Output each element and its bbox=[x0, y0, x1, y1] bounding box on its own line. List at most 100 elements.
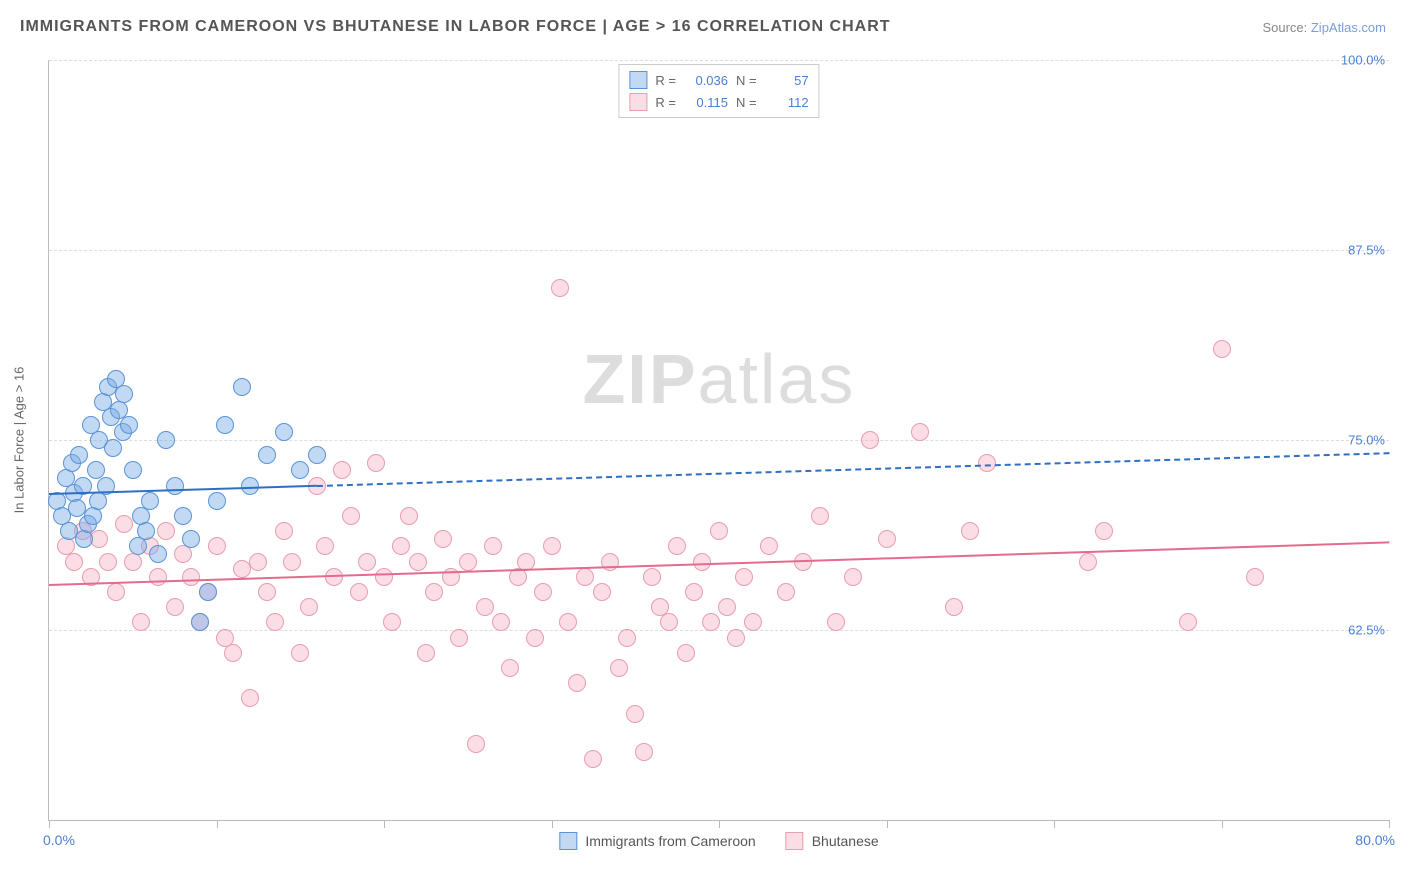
y-tick-label: 100.0% bbox=[1341, 53, 1385, 68]
x-tick bbox=[552, 820, 553, 828]
data-point-pink bbox=[149, 568, 167, 586]
x-tick bbox=[887, 820, 888, 828]
x-tick bbox=[1054, 820, 1055, 828]
swatch-pink bbox=[629, 93, 647, 111]
n-label: N = bbox=[736, 95, 757, 110]
data-point-pink bbox=[300, 598, 318, 616]
data-point-pink bbox=[392, 537, 410, 555]
data-point-pink bbox=[492, 613, 510, 631]
source-link[interactable]: ZipAtlas.com bbox=[1311, 20, 1386, 35]
data-point-pink bbox=[107, 583, 125, 601]
data-point-pink bbox=[99, 553, 117, 571]
data-point-pink bbox=[811, 507, 829, 525]
data-point-blue bbox=[208, 492, 226, 510]
data-point-pink bbox=[132, 613, 150, 631]
data-point-pink bbox=[400, 507, 418, 525]
r-value-pink: 0.115 bbox=[684, 95, 728, 110]
data-point-blue bbox=[216, 416, 234, 434]
data-point-pink bbox=[409, 553, 427, 571]
y-tick-label: 87.5% bbox=[1348, 243, 1385, 258]
data-point-pink bbox=[827, 613, 845, 631]
data-point-blue bbox=[258, 446, 276, 464]
data-point-pink bbox=[626, 705, 644, 723]
data-point-pink bbox=[911, 423, 929, 441]
gridline bbox=[49, 250, 1389, 251]
data-point-pink bbox=[727, 629, 745, 647]
trendline-blue-dashed bbox=[317, 452, 1389, 487]
data-point-pink bbox=[417, 644, 435, 662]
data-point-pink bbox=[115, 515, 133, 533]
data-point-blue bbox=[104, 439, 122, 457]
data-point-pink bbox=[434, 530, 452, 548]
data-point-pink bbox=[1179, 613, 1197, 631]
x-tick bbox=[719, 820, 720, 828]
data-point-pink bbox=[333, 461, 351, 479]
data-point-blue bbox=[115, 385, 133, 403]
data-point-pink bbox=[291, 644, 309, 662]
data-point-pink bbox=[425, 583, 443, 601]
y-tick-label: 62.5% bbox=[1348, 623, 1385, 638]
data-point-pink bbox=[501, 659, 519, 677]
data-point-pink bbox=[551, 279, 569, 297]
bottom-legend: Immigrants from Cameroon Bhutanese bbox=[559, 832, 878, 850]
data-point-pink bbox=[316, 537, 334, 555]
data-point-pink bbox=[1079, 553, 1097, 571]
swatch-pink bbox=[786, 832, 804, 850]
legend-item-pink: Bhutanese bbox=[786, 832, 879, 850]
data-point-blue bbox=[70, 446, 88, 464]
data-point-pink bbox=[224, 644, 242, 662]
data-point-pink bbox=[978, 454, 996, 472]
data-point-pink bbox=[760, 537, 778, 555]
data-point-blue bbox=[124, 461, 142, 479]
data-point-pink bbox=[702, 613, 720, 631]
data-point-pink bbox=[65, 553, 83, 571]
data-point-pink bbox=[685, 583, 703, 601]
stats-row-blue: R = 0.036 N = 57 bbox=[629, 69, 808, 91]
data-point-pink bbox=[157, 522, 175, 540]
data-point-pink bbox=[677, 644, 695, 662]
data-point-blue bbox=[75, 530, 93, 548]
data-point-pink bbox=[275, 522, 293, 540]
data-point-pink bbox=[610, 659, 628, 677]
data-point-pink bbox=[266, 613, 284, 631]
data-point-pink bbox=[559, 613, 577, 631]
data-point-pink bbox=[543, 537, 561, 555]
data-point-pink bbox=[693, 553, 711, 571]
data-point-blue bbox=[141, 492, 159, 510]
data-point-blue bbox=[182, 530, 200, 548]
n-label: N = bbox=[736, 73, 757, 88]
data-point-pink bbox=[635, 743, 653, 761]
data-point-blue bbox=[120, 416, 138, 434]
legend-label-pink: Bhutanese bbox=[812, 833, 879, 849]
data-point-pink bbox=[350, 583, 368, 601]
data-point-pink bbox=[233, 560, 251, 578]
gridline bbox=[49, 60, 1389, 61]
data-point-blue bbox=[137, 522, 155, 540]
data-point-blue bbox=[233, 378, 251, 396]
data-point-blue bbox=[174, 507, 192, 525]
x-tick bbox=[217, 820, 218, 828]
data-point-pink bbox=[668, 537, 686, 555]
scatter-chart: In Labor Force | Age > 16 ZIPatlas R = 0… bbox=[48, 60, 1389, 821]
watermark-atlas: atlas bbox=[698, 340, 856, 418]
gridline bbox=[49, 440, 1389, 441]
n-value-blue: 57 bbox=[765, 73, 809, 88]
data-point-pink bbox=[945, 598, 963, 616]
data-point-pink bbox=[249, 553, 267, 571]
data-point-pink bbox=[383, 613, 401, 631]
data-point-pink bbox=[208, 537, 226, 555]
data-point-pink bbox=[777, 583, 795, 601]
data-point-pink bbox=[744, 613, 762, 631]
data-point-pink bbox=[576, 568, 594, 586]
data-point-pink bbox=[584, 750, 602, 768]
source-attribution: Source: ZipAtlas.com bbox=[1262, 20, 1386, 35]
stats-box: R = 0.036 N = 57 R = 0.115 N = 112 bbox=[618, 64, 819, 118]
data-point-pink bbox=[258, 583, 276, 601]
data-point-pink bbox=[643, 568, 661, 586]
data-point-blue bbox=[199, 583, 217, 601]
data-point-pink bbox=[961, 522, 979, 540]
x-tick bbox=[1389, 820, 1390, 828]
data-point-blue bbox=[149, 545, 167, 563]
data-point-pink bbox=[526, 629, 544, 647]
r-label: R = bbox=[655, 95, 676, 110]
